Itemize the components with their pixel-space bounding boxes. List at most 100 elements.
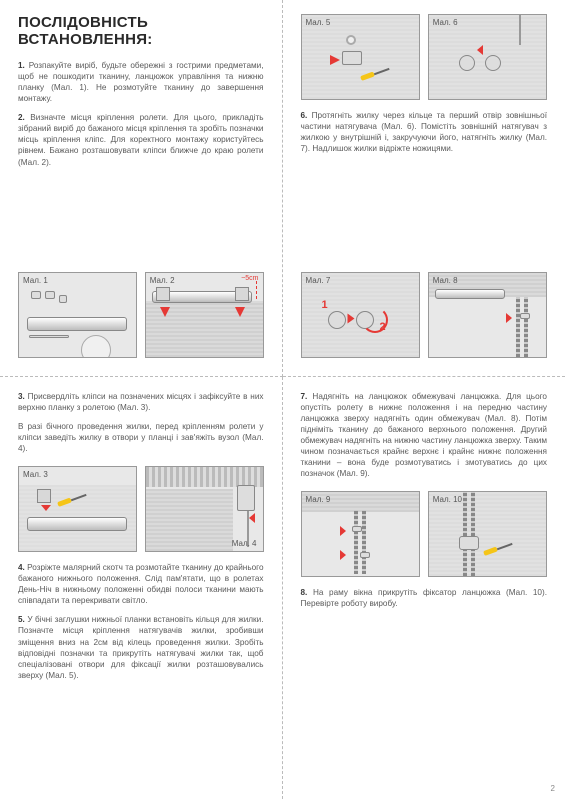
chain-holder-icon xyxy=(459,536,479,550)
roller-tube-icon xyxy=(27,317,127,331)
fig-row-5-6: Мал. 5 Мал. 6 xyxy=(301,14,548,100)
step-7: 7. Надягніть на ланцюжок обмежувачі ланц… xyxy=(301,391,548,480)
chain-icon xyxy=(362,510,366,574)
figure-10-label: Мал. 10 xyxy=(433,495,462,504)
callout-1: 1 xyxy=(322,299,328,311)
step-5-text: У бічні заглушки нижньої планки встанові… xyxy=(18,615,264,679)
part-icon xyxy=(31,291,41,299)
fig-row-9-10: Мал. 9 Мал. 10 xyxy=(301,491,548,577)
step-7-num: 7. xyxy=(301,392,308,401)
main-title: ПОСЛІДОВНІСТЬ ВСТАНОВЛЕННЯ: xyxy=(18,14,264,48)
quadrant-bottom-left: 3. Присвердліть кліпси на позначених міс… xyxy=(0,377,283,799)
step-4-num: 4. xyxy=(18,563,25,572)
chain-icon xyxy=(524,297,528,357)
cord-icon xyxy=(519,15,521,45)
tensioner-icon xyxy=(342,51,362,65)
arrow-icon xyxy=(506,313,512,323)
step-2-text: Визначте місця кріплення ролети. Для цьо… xyxy=(18,113,264,166)
step-6-text: Протягніть жилку через кільце та перший … xyxy=(301,111,548,153)
fig-row-7-8: Мал. 7 1 2 Мал. 8 xyxy=(301,272,548,358)
step-8: 8. На раму вікна прикрутіть фіксатор лан… xyxy=(301,587,548,609)
figure-6-label: Мал. 6 xyxy=(433,18,458,27)
step-3-num: 3. xyxy=(18,392,25,401)
arrow-icon xyxy=(340,526,346,536)
figure-1: Мал. 1 xyxy=(18,272,137,358)
page-grid: ПОСЛІДОВНІСТЬ ВСТАНОВЛЕННЯ: 1. Розпакуйт… xyxy=(0,0,565,799)
step-1: 1. Розпакуйте виріб, будьте обережні з г… xyxy=(18,60,264,104)
figure-9: Мал. 9 xyxy=(301,491,420,577)
arrow-down-icon xyxy=(235,307,245,317)
step-3b: В разі бічного проведення жилки, перед к… xyxy=(18,421,264,454)
step-8-text: На раму вікна прикрутіть фіксатор ланцюж… xyxy=(301,588,548,608)
clip-icon xyxy=(235,287,249,301)
arrow-icon xyxy=(41,505,51,511)
tensioner-icon xyxy=(328,311,346,329)
chain-icon xyxy=(354,510,358,574)
step-8-num: 8. xyxy=(301,588,308,597)
page-number: 2 xyxy=(551,784,555,793)
figure-5-label: Мал. 5 xyxy=(306,18,331,27)
arrow-icon xyxy=(347,313,354,323)
step-5-num: 5. xyxy=(18,615,25,624)
tensioner-outer-icon xyxy=(459,55,475,71)
ring-icon xyxy=(346,35,356,45)
arrow-down-icon xyxy=(160,307,170,317)
step-3-text: Присвердліть кліпси на позначених місцях… xyxy=(18,392,264,412)
figure-6: Мал. 6 xyxy=(428,14,547,100)
step-1-num: 1. xyxy=(18,61,25,70)
limiter-icon xyxy=(352,526,362,532)
step-6-num: 6. xyxy=(301,111,308,120)
figure-4: Мал. 4 xyxy=(145,466,264,552)
chain-icon xyxy=(471,492,475,576)
figure-7-label: Мал. 7 xyxy=(306,276,331,285)
chain-icon xyxy=(463,492,467,576)
quadrant-top-right: Мал. 5 Мал. 6 6. Протягніть жилку через … xyxy=(283,0,565,377)
figure-2: Мал. 2 ~5cm xyxy=(145,272,264,358)
roller-icon xyxy=(27,517,127,531)
figure-7: Мал. 7 1 2 xyxy=(301,272,420,358)
figure-2-label: Мал. 2 xyxy=(150,276,175,285)
step-2-num: 2. xyxy=(18,113,25,122)
figure-1-label: Мал. 1 xyxy=(23,276,48,285)
figure-5: Мал. 5 xyxy=(301,14,420,100)
top-bar-icon xyxy=(146,467,263,487)
clip-icon xyxy=(156,287,170,301)
step-4: 4. Розріжте малярний скотч та розмотайте… xyxy=(18,562,264,606)
arrow-icon xyxy=(249,513,255,523)
limiter-icon xyxy=(520,313,530,319)
figure-9-label: Мал. 9 xyxy=(306,495,331,504)
step-1-text: Розпакуйте виріб, будьте обережні з гост… xyxy=(18,61,264,103)
fabric-icon xyxy=(146,489,233,551)
bottom-bar-icon xyxy=(29,335,69,338)
figure-8-label: Мал. 8 xyxy=(433,276,458,285)
end-cap-icon xyxy=(237,485,255,511)
figure-8: Мал. 8 xyxy=(428,272,547,358)
chain-icon xyxy=(516,297,520,357)
dim-line-icon xyxy=(256,281,257,299)
coil-icon xyxy=(81,335,111,358)
step-2: 2. Визначте місця кріплення ролети. Для … xyxy=(18,112,264,167)
quadrant-top-left: ПОСЛІДОВНІСТЬ ВСТАНОВЛЕННЯ: 1. Розпакуйт… xyxy=(0,0,283,377)
rotate-arrow-icon xyxy=(362,307,388,333)
frame-icon xyxy=(429,492,546,576)
step-7-text: Надягніть на ланцюжок обмежувачі ланцюжк… xyxy=(301,392,548,478)
part-icon xyxy=(59,295,67,303)
limiter-icon xyxy=(360,552,370,558)
tensioner-inner-icon xyxy=(485,55,501,71)
arrow-icon xyxy=(330,55,340,65)
step-5: 5. У бічні заглушки нижньої планки встан… xyxy=(18,614,264,680)
step-6: 6. Протягніть жилку через кільце та перш… xyxy=(301,110,548,154)
arrow-icon xyxy=(340,550,346,560)
step-4-text: Розріжте малярний скотч та розмотайте тк… xyxy=(18,563,264,605)
figure-3-label: Мал. 3 xyxy=(23,470,48,479)
fig-row-1-2: Мал. 1 Мал. 2 ~5cm xyxy=(18,272,264,358)
arrow-icon xyxy=(477,45,483,55)
roller-icon xyxy=(435,289,505,299)
part-icon xyxy=(45,291,55,299)
fig-row-3-4: Мал. 3 Мал. 4 xyxy=(18,466,264,552)
figure-3: Мал. 3 xyxy=(18,466,137,552)
clip-icon xyxy=(37,489,51,503)
figure-10: Мал. 10 xyxy=(428,491,547,577)
figure-4-label: Мал. 4 xyxy=(232,539,257,548)
step-3: 3. Присвердліть кліпси на позначених міс… xyxy=(18,391,264,413)
